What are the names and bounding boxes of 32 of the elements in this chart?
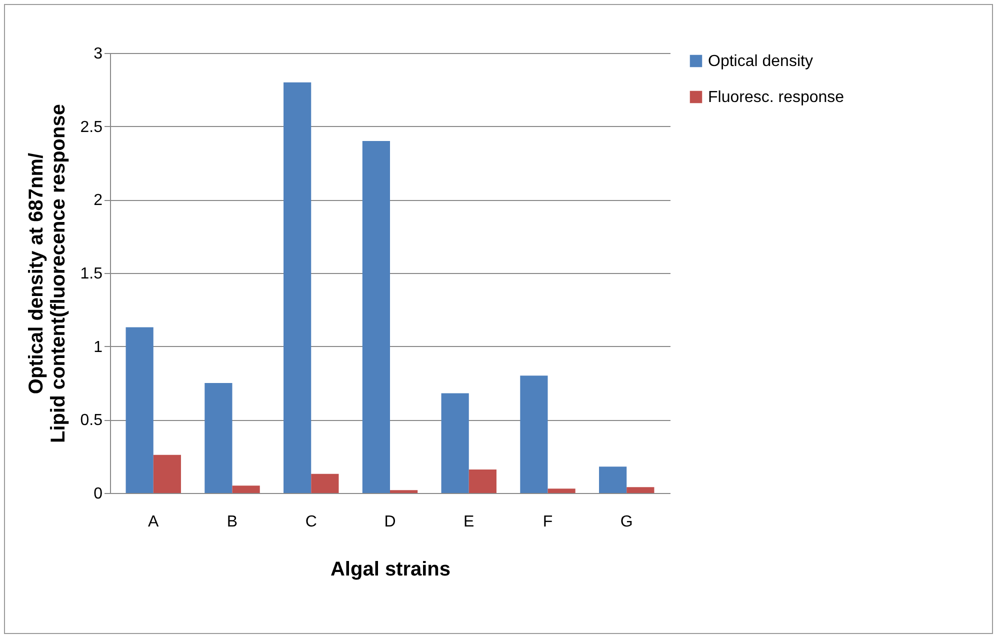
- x-axis-title: Algal strains: [330, 558, 451, 580]
- bar: [362, 141, 390, 493]
- x-tick-label: C: [305, 514, 317, 530]
- bar: [548, 488, 576, 493]
- bar: [126, 327, 154, 493]
- bar: [311, 474, 339, 493]
- bar: [626, 487, 654, 493]
- bar: [232, 486, 260, 493]
- legend-label: Optical density: [708, 53, 813, 70]
- y-tick-label: 2: [94, 192, 103, 210]
- y-tick-label: 2.5: [80, 118, 103, 136]
- x-tick-label: B: [226, 514, 238, 530]
- bar: [520, 376, 548, 493]
- x-tick-label: E: [464, 514, 474, 530]
- y-tick-label: 0.5: [80, 412, 103, 430]
- x-tick-label: G: [620, 514, 633, 530]
- bar: [390, 490, 418, 493]
- x-tick-label: A: [148, 514, 160, 530]
- bar: [284, 82, 312, 493]
- bar: [599, 466, 627, 493]
- y-tick-label: 1: [94, 338, 103, 356]
- x-tick-label: D: [384, 514, 396, 530]
- legend-label: Fluoresc. response: [708, 89, 844, 106]
- y-tick-label: 1.5: [80, 266, 103, 282]
- bar: [441, 393, 469, 493]
- bar: [468, 470, 496, 493]
- y-axis-title: Optical density at 687nm/ Lipid content(fluorecence response: [25, 104, 70, 443]
- bar: [204, 383, 232, 493]
- x-tick-label: F: [542, 514, 553, 530]
- y-tick-label: 0: [94, 486, 103, 502]
- y-tick-label: 3: [94, 46, 103, 62]
- bar: [153, 454, 181, 493]
